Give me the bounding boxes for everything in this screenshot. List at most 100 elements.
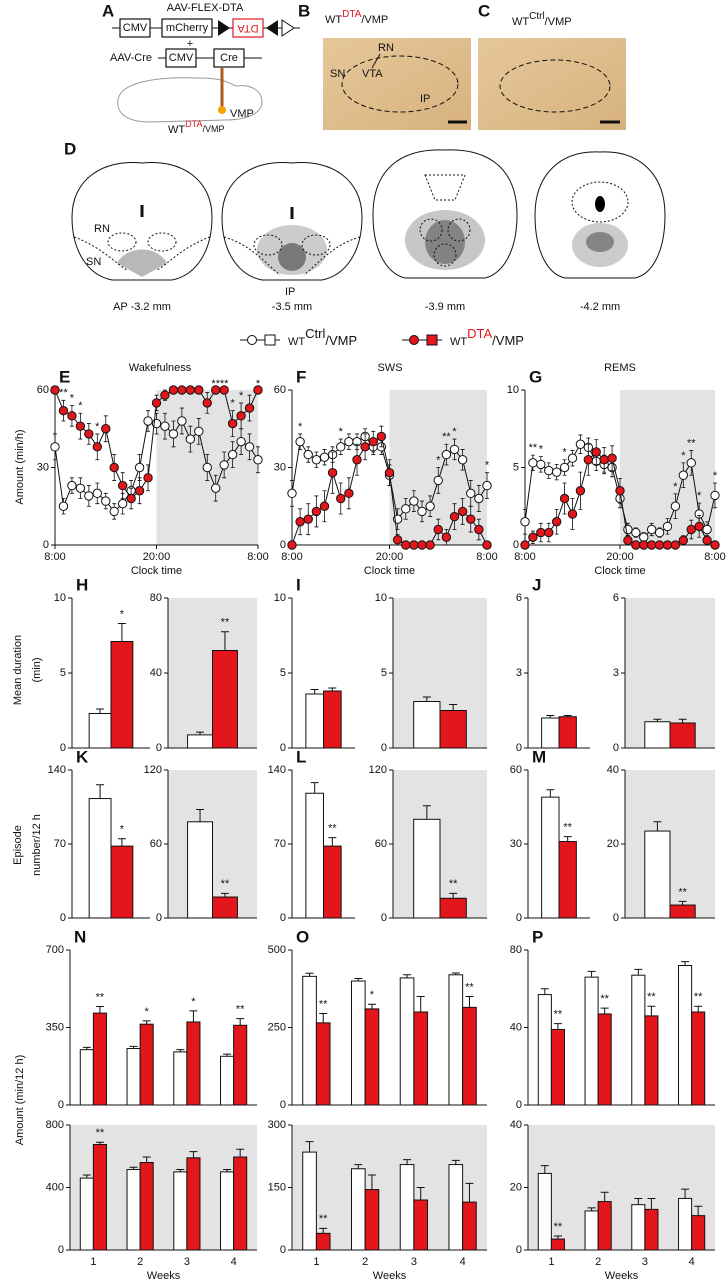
x-tick-label: 8:00 (247, 551, 268, 563)
marker (219, 460, 229, 470)
marker (457, 506, 468, 517)
error-bar (367, 1003, 376, 1009)
marker (623, 535, 633, 546)
marker (474, 493, 484, 504)
error-bar (142, 1156, 151, 1163)
error-bar (465, 1182, 474, 1203)
marker (319, 501, 330, 511)
error-bar (422, 805, 431, 820)
marker (615, 486, 625, 496)
marker (466, 488, 476, 499)
error-bar (694, 1205, 703, 1216)
error-bar (189, 1010, 198, 1022)
bar (541, 717, 560, 749)
y-tick-label: 0 (513, 539, 519, 551)
bar (558, 716, 577, 749)
error-bar (305, 972, 314, 977)
panel-label: D (64, 139, 76, 158)
bar (691, 1011, 706, 1106)
marker (591, 447, 601, 457)
marker (168, 429, 179, 439)
group-sup: DTA (185, 119, 202, 129)
x-tick-label: 1 (548, 1256, 554, 1268)
construct-name: AAV-FLEX-DTA (167, 2, 244, 14)
y-tick-label: 60 (37, 384, 49, 396)
marker (686, 458, 696, 468)
bar (439, 710, 467, 749)
column-title: SWS (377, 362, 402, 374)
legend-sup: DTA (467, 326, 492, 341)
significance: ** (678, 886, 687, 898)
bar (139, 1023, 154, 1106)
y-tick-label: 0 (58, 1244, 64, 1256)
marker (599, 455, 609, 465)
panel-label: A (102, 1, 114, 20)
marker (303, 449, 313, 460)
marker (177, 416, 187, 426)
marker (536, 527, 546, 538)
marker (287, 540, 297, 550)
panel-label: E (59, 367, 70, 386)
significance: * (70, 392, 75, 404)
y-tick-label: 3 (516, 667, 522, 679)
bar (323, 690, 342, 749)
lox-sites (218, 20, 278, 36)
significance: ** (694, 991, 703, 1003)
marker (392, 535, 403, 545)
marker (327, 467, 338, 478)
marker (109, 462, 119, 473)
significance: * (452, 426, 457, 438)
marker (662, 540, 673, 550)
panel-a: A AAV-FLEX-DTA CMV mCherry DTA + AAV-Cre… (102, 1, 300, 136)
region-label: RN (94, 223, 110, 235)
bar (678, 1197, 693, 1251)
error-bar (563, 715, 572, 717)
bar (399, 1164, 415, 1251)
significance: * (673, 481, 678, 493)
y-tick-label: 5 (381, 667, 387, 679)
y-tick-label: 0 (381, 912, 387, 924)
bar (79, 1049, 94, 1106)
marker (117, 480, 128, 491)
marker (143, 416, 153, 426)
error-bar (600, 1191, 609, 1202)
pointer (371, 53, 381, 69)
marker (75, 421, 86, 431)
error-bar (220, 892, 229, 898)
significance: * (485, 460, 490, 472)
y-tick-label: 0 (381, 742, 387, 754)
error-bar (223, 1053, 232, 1057)
legend-base: WT (288, 336, 305, 348)
brain-section (534, 151, 666, 279)
error-bar (328, 837, 337, 847)
bar (550, 1028, 565, 1106)
marker (417, 506, 427, 517)
error-bar (354, 978, 363, 981)
x-axis-label: Weeks (605, 1270, 639, 1280)
marker (194, 385, 204, 395)
bar (644, 721, 671, 749)
x-axis-label: Weeks (147, 1270, 181, 1280)
marker (536, 459, 546, 470)
brain-section (372, 149, 518, 279)
marker (211, 483, 221, 493)
significance: ** (600, 993, 609, 1005)
plus: + (187, 38, 193, 50)
bar (323, 845, 342, 919)
bar (110, 845, 134, 919)
error-bar (95, 1141, 104, 1145)
bar (220, 1171, 235, 1251)
bar (691, 1215, 706, 1251)
error-bar (354, 1164, 363, 1169)
marker (441, 449, 452, 460)
bar (364, 1008, 380, 1106)
x-tick-label: 8:00 (704, 551, 725, 563)
y-tick-label: 400 (46, 1181, 64, 1193)
bar (110, 641, 134, 749)
significance: ** (236, 1004, 245, 1016)
bar (584, 976, 599, 1106)
marker (710, 490, 720, 501)
error-bar (678, 900, 687, 906)
lox-site (281, 19, 295, 37)
error-bar (653, 718, 662, 722)
